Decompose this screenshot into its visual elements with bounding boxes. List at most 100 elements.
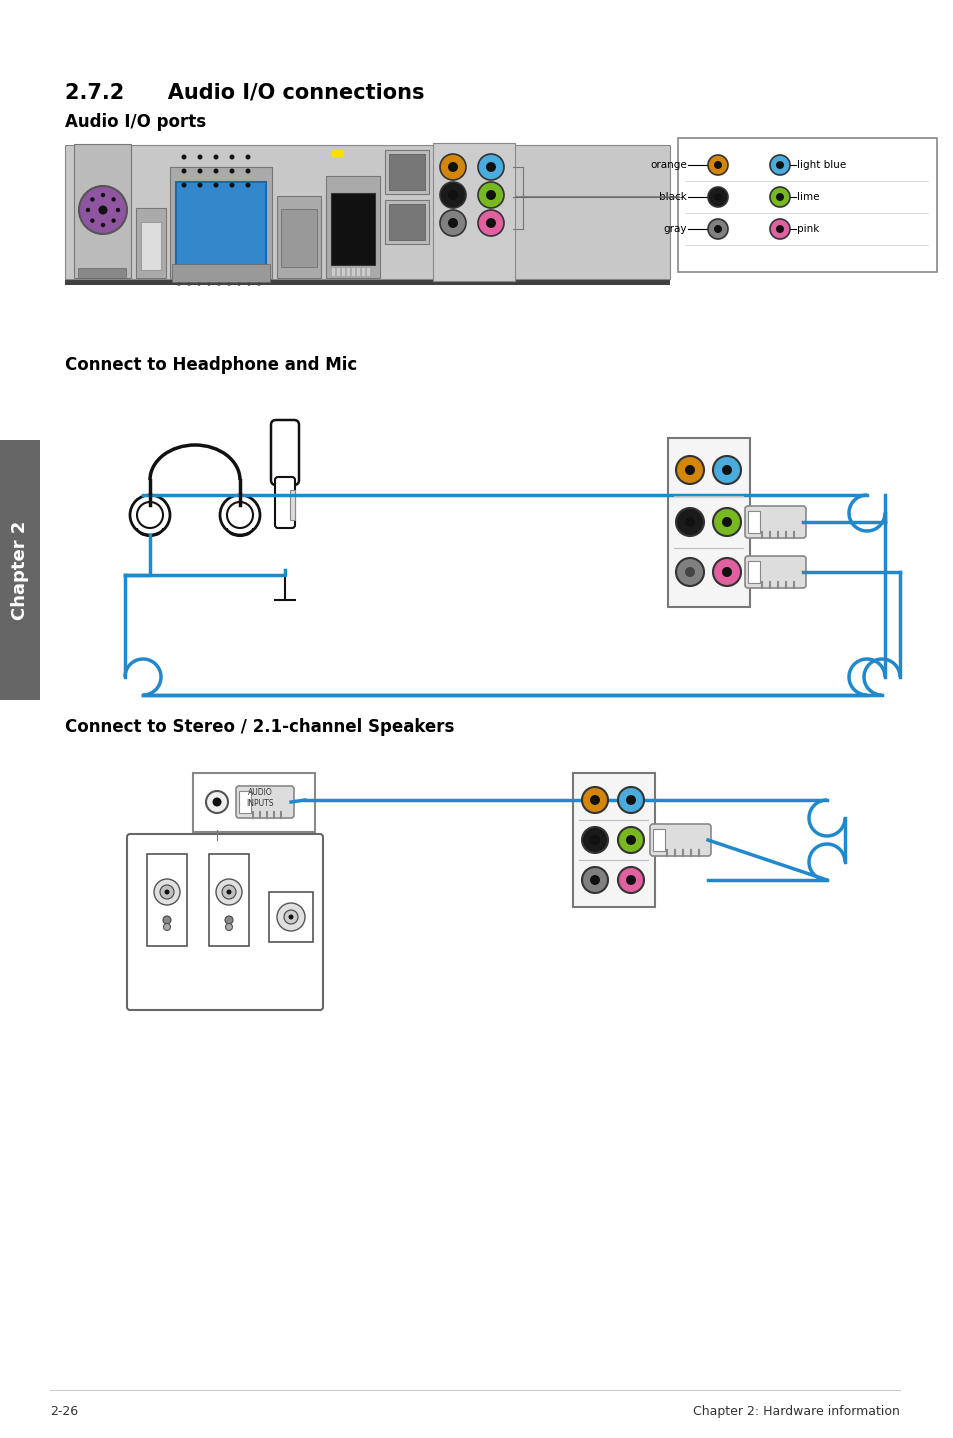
FancyBboxPatch shape (235, 787, 294, 818)
Text: orange: orange (650, 160, 686, 170)
FancyBboxPatch shape (747, 561, 760, 582)
Circle shape (197, 168, 202, 174)
FancyBboxPatch shape (276, 196, 320, 278)
FancyBboxPatch shape (147, 854, 187, 946)
Circle shape (618, 867, 643, 893)
Text: 2-26: 2-26 (50, 1405, 78, 1418)
Circle shape (245, 168, 251, 174)
Circle shape (618, 827, 643, 853)
Circle shape (625, 835, 636, 846)
Text: Chapter 2: Chapter 2 (11, 521, 29, 620)
Circle shape (181, 183, 186, 187)
Circle shape (485, 219, 496, 229)
Circle shape (713, 224, 721, 233)
Circle shape (276, 903, 305, 930)
Circle shape (230, 154, 234, 160)
Circle shape (618, 787, 643, 812)
Circle shape (163, 916, 171, 925)
Circle shape (485, 162, 496, 173)
Circle shape (769, 219, 789, 239)
FancyBboxPatch shape (0, 440, 40, 700)
Circle shape (775, 224, 783, 233)
FancyBboxPatch shape (172, 265, 270, 282)
FancyBboxPatch shape (652, 828, 664, 851)
Circle shape (721, 464, 731, 475)
Circle shape (181, 168, 186, 174)
Circle shape (769, 187, 789, 207)
Circle shape (225, 916, 233, 925)
Circle shape (163, 923, 171, 930)
Circle shape (721, 567, 731, 577)
FancyBboxPatch shape (356, 267, 359, 276)
Text: pink: pink (796, 224, 819, 234)
Circle shape (775, 161, 783, 170)
FancyBboxPatch shape (649, 824, 710, 856)
FancyBboxPatch shape (385, 200, 429, 244)
Circle shape (91, 197, 94, 201)
Text: gray: gray (662, 224, 686, 234)
Circle shape (769, 155, 789, 175)
Circle shape (684, 518, 695, 526)
FancyBboxPatch shape (341, 267, 345, 276)
FancyBboxPatch shape (136, 209, 166, 278)
Circle shape (164, 890, 170, 894)
FancyBboxPatch shape (678, 138, 936, 272)
Circle shape (217, 282, 220, 286)
FancyBboxPatch shape (336, 267, 339, 276)
Circle shape (225, 923, 233, 930)
Text: 2.7.2      Audio I/O connections: 2.7.2 Audio I/O connections (65, 82, 424, 102)
Text: black: black (659, 193, 686, 201)
Circle shape (230, 183, 234, 187)
Circle shape (707, 155, 727, 175)
Circle shape (197, 183, 202, 187)
Circle shape (226, 890, 232, 894)
FancyBboxPatch shape (331, 193, 375, 265)
Circle shape (684, 567, 695, 577)
Circle shape (91, 219, 94, 223)
FancyBboxPatch shape (326, 175, 379, 278)
Circle shape (101, 193, 105, 197)
FancyBboxPatch shape (239, 791, 251, 812)
Circle shape (181, 154, 186, 160)
Circle shape (227, 282, 231, 286)
Text: Connect to Stereo / 2.1-channel Speakers: Connect to Stereo / 2.1-channel Speakers (65, 718, 454, 736)
FancyBboxPatch shape (347, 267, 350, 276)
FancyBboxPatch shape (744, 506, 805, 538)
Circle shape (247, 282, 251, 286)
Circle shape (712, 508, 740, 536)
Circle shape (589, 795, 599, 805)
FancyBboxPatch shape (573, 774, 655, 907)
Circle shape (207, 282, 211, 286)
FancyBboxPatch shape (332, 267, 335, 276)
Circle shape (197, 154, 202, 160)
Circle shape (112, 219, 115, 223)
FancyBboxPatch shape (744, 557, 805, 588)
Circle shape (86, 209, 91, 213)
Circle shape (477, 210, 503, 236)
FancyBboxPatch shape (352, 267, 355, 276)
Circle shape (213, 183, 218, 187)
Polygon shape (65, 279, 669, 285)
Circle shape (684, 464, 695, 475)
Circle shape (197, 282, 200, 286)
Circle shape (485, 190, 496, 200)
Circle shape (213, 168, 218, 174)
FancyBboxPatch shape (667, 439, 749, 607)
FancyBboxPatch shape (193, 774, 314, 833)
FancyBboxPatch shape (385, 150, 429, 194)
Text: lime: lime (796, 193, 819, 201)
Circle shape (98, 206, 108, 214)
Text: Chapter 2: Hardware information: Chapter 2: Hardware information (693, 1405, 899, 1418)
Circle shape (115, 209, 120, 213)
Circle shape (625, 795, 636, 805)
FancyBboxPatch shape (78, 267, 126, 278)
FancyBboxPatch shape (175, 183, 266, 266)
Circle shape (439, 183, 465, 209)
Circle shape (230, 168, 234, 174)
Circle shape (581, 787, 607, 812)
FancyBboxPatch shape (332, 150, 344, 157)
Text: Connect to Headphone and Mic: Connect to Headphone and Mic (65, 357, 356, 374)
Text: AUDIO
INPUTS: AUDIO INPUTS (246, 788, 274, 808)
Circle shape (448, 190, 457, 200)
Circle shape (213, 154, 218, 160)
